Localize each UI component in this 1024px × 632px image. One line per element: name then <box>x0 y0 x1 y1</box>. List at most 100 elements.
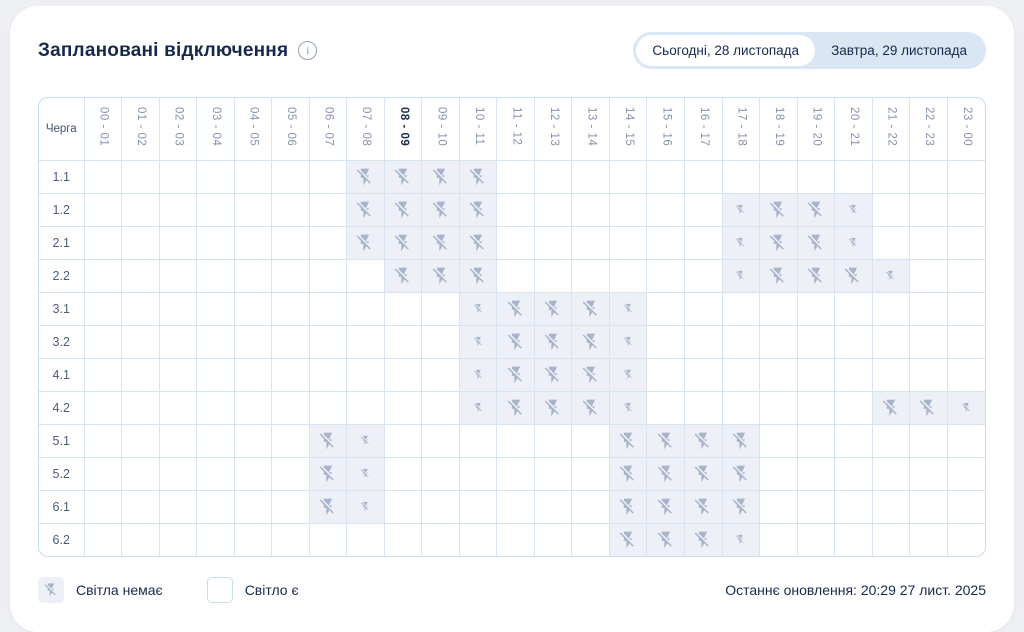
schedule-cell <box>797 523 836 556</box>
schedule-cell <box>534 424 573 458</box>
schedule-cell <box>797 358 836 392</box>
schedule-cell <box>834 193 873 227</box>
schedule-cell <box>234 292 273 326</box>
info-icon[interactable]: i <box>298 41 318 60</box>
schedule-cell <box>909 160 948 194</box>
schedule-cell <box>234 424 273 458</box>
schedule-cell <box>271 325 310 359</box>
queue-label: 5.2 <box>39 457 85 491</box>
hour-header: 19 - 20 <box>797 98 836 161</box>
queue-label: 1.1 <box>39 160 85 194</box>
light-swatch <box>206 577 233 603</box>
schedule-cell <box>947 226 985 260</box>
flash-off-icon <box>657 498 672 515</box>
table-row: 2.1 <box>39 226 985 260</box>
schedule-cell <box>947 391 985 425</box>
hour-header: 20 - 21 <box>834 98 873 161</box>
schedule-cell <box>684 325 723 359</box>
schedule-cell <box>722 523 761 556</box>
flash-off-icon <box>360 435 369 445</box>
no-light-label: Світла немає <box>76 582 163 598</box>
scheduled-outages-card: Заплановані відключення i Сьогодні, 28 л… <box>10 6 1014 632</box>
schedule-cell <box>759 193 798 227</box>
flash-off-icon <box>848 204 857 214</box>
flash-off-icon <box>394 168 409 185</box>
schedule-cell <box>571 457 610 491</box>
flash-off-icon <box>619 531 635 549</box>
schedule-cell <box>384 391 423 425</box>
schedule-cell <box>834 490 873 524</box>
schedule-cell <box>421 457 460 491</box>
schedule-cell <box>909 490 948 524</box>
schedule-cell <box>271 160 310 194</box>
table-row: 3.2 <box>39 325 985 359</box>
flash-off-icon <box>469 267 484 284</box>
flash-off-icon <box>736 204 745 214</box>
schedule-cell <box>496 523 535 556</box>
schedule-table-wrap: Черга 00 - 01 01 - 02 02 - 03 03 - 04 04 - 05… <box>38 97 986 557</box>
flash-off-icon <box>357 168 372 185</box>
schedule-cell <box>684 490 723 524</box>
schedule-cell <box>271 226 310 260</box>
schedule-cell <box>196 226 235 260</box>
schedule-cell <box>797 226 836 260</box>
schedule-cell <box>234 160 273 194</box>
schedule-cell <box>159 259 198 293</box>
flash-off-icon <box>319 465 334 482</box>
schedule-cell <box>609 391 648 425</box>
schedule-cell <box>346 457 385 491</box>
flash-off-icon <box>432 168 447 185</box>
schedule-cell <box>571 391 610 425</box>
flash-off-icon <box>582 333 597 350</box>
schedule-cell <box>346 193 385 227</box>
schedule-cell <box>421 523 460 556</box>
last-update-text: Останнє оновлення: 20:29 27 лист. 2025 <box>725 582 986 598</box>
flash-off-icon <box>619 432 635 449</box>
flash-off-icon <box>623 402 632 412</box>
schedule-cell <box>797 325 836 359</box>
schedule-cell <box>609 259 648 293</box>
schedule-cell <box>797 391 836 425</box>
tab-today[interactable]: Сьогодні, 28 листопада <box>636 35 816 66</box>
schedule-cell <box>459 259 498 293</box>
schedule-cell <box>159 292 198 326</box>
schedule-cell <box>384 259 423 293</box>
schedule-cell <box>121 391 160 425</box>
schedule-cell <box>646 523 685 556</box>
schedule-cell <box>909 358 948 392</box>
tab-tomorrow[interactable]: Завтра, 29 листопада <box>815 35 983 66</box>
schedule-cell <box>722 292 761 326</box>
schedule-cell <box>872 259 911 293</box>
queue-label: 2.1 <box>39 226 85 260</box>
schedule-cell <box>346 325 385 359</box>
flash-off-icon <box>432 267 447 284</box>
schedule-cell <box>759 259 798 293</box>
schedule-cell <box>421 193 460 227</box>
flash-off-icon <box>473 402 482 412</box>
schedule-cell <box>346 226 385 260</box>
schedule-cell <box>609 160 648 194</box>
flash-off-icon <box>469 234 484 251</box>
schedule-cell <box>534 457 573 491</box>
table-row: 4.1 <box>39 358 985 392</box>
queue-label: 1.2 <box>39 193 85 227</box>
schedule-cell <box>84 391 123 425</box>
schedule-cell <box>196 523 235 556</box>
schedule-cell <box>947 490 985 524</box>
schedule-cell <box>872 226 911 260</box>
schedule-cell <box>496 292 535 326</box>
schedule-cell <box>872 490 911 524</box>
schedule-cell <box>271 193 310 227</box>
schedule-cell <box>84 226 123 260</box>
schedule-cell <box>384 160 423 194</box>
schedule-cell <box>234 490 273 524</box>
flash-off-icon <box>360 468 369 478</box>
queue-label: 3.1 <box>39 292 85 326</box>
schedule-cell <box>909 259 948 293</box>
schedule-cell <box>722 259 761 293</box>
schedule-cell <box>909 325 948 359</box>
schedule-cell <box>759 391 798 425</box>
flash-off-icon <box>848 237 857 247</box>
schedule-cell <box>609 457 648 491</box>
schedule-cell <box>421 325 460 359</box>
